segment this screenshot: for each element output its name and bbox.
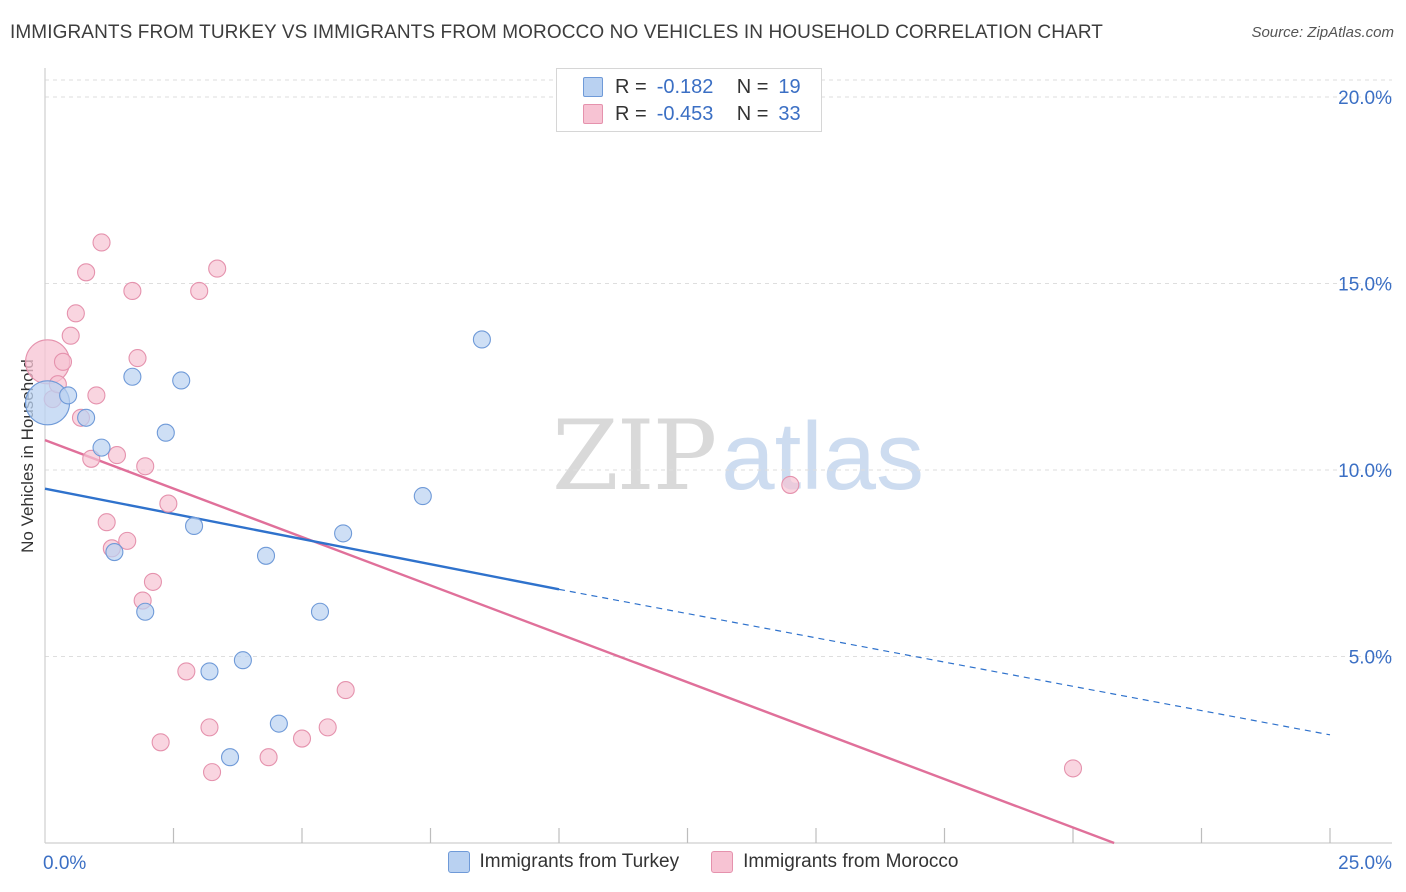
n-label: N = [736,75,769,98]
morocco-point [203,763,222,782]
morocco-point [143,572,162,591]
source-label: Source: ZipAtlas.com [1251,24,1394,41]
morocco-legend-swatch [711,851,734,873]
morocco-point [259,748,278,767]
turkey-swatch [583,77,603,97]
legend-label-morocco: Immigrants from Morocco [743,851,959,872]
turkey-point [256,546,276,565]
morocco-point [136,457,155,476]
watermark: ZIPatlas [552,400,924,512]
grid-lines [45,79,1392,657]
turkey-point [220,748,240,767]
turkey-point [136,602,155,621]
legend-item-morocco[interactable]: Immigrants from Morocco [711,851,958,873]
r-value: -0.453 [656,102,714,125]
series-legend: Immigrants from Turkey Immigrants from M… [0,851,1406,873]
morocco-point [781,475,800,494]
watermark-zip: ZIP [552,400,717,512]
morocco-point [159,494,178,513]
morocco-point [123,281,142,301]
watermark-atlas: atlas [721,403,924,510]
morocco-point [107,446,127,465]
x-tick-label-max: 25.0% [1338,853,1392,874]
morocco-point [97,513,116,532]
turkey-point [25,380,71,426]
n-label: N = [736,102,769,125]
r-label: R = [615,102,647,125]
r-label: R = [615,75,647,98]
y-tick-label: 15.0% [1338,275,1392,296]
morocco-point [128,349,147,368]
morocco-point [118,531,137,550]
morocco-point [77,263,96,282]
morocco-point [318,718,337,737]
morocco-point [92,233,111,252]
turkey-point [334,524,353,543]
turkey-point [123,367,142,386]
turkey-point [92,438,111,457]
morocco-trend-line [44,439,1115,845]
turkey-point [59,386,78,405]
morocco-point [61,326,80,345]
x-tick-label-min: 0.0% [43,853,86,874]
turkey-point [185,516,204,536]
morocco-point [208,259,227,278]
turkey-point [310,602,330,621]
turkey-point [105,543,124,562]
morocco-point [66,304,85,323]
morocco-swatch [583,104,603,124]
r-value: -0.182 [656,75,714,98]
turkey-point [233,651,252,670]
n-value: 19 [778,75,801,98]
tick-labels: 5.0% 10.0% 15.0% 20.0% 0.0% 25.0% [43,88,1392,874]
turkey-point [77,408,96,427]
axes [44,68,1392,844]
data-points [25,233,1083,782]
morocco-point [292,729,312,748]
stats-legend: R = -0.182 N = 19 R = -0.453 N = 33 [556,68,822,132]
turkey-point [172,371,191,390]
turkey-trend-line [44,487,560,591]
stats-legend-row-morocco: R = -0.453 N = 33 [583,101,801,127]
turkey-point [156,423,175,442]
turkey-trend-extension [558,588,1331,736]
y-tick-label: 20.0% [1338,88,1392,109]
morocco-point [200,718,219,737]
morocco-point [151,733,170,752]
morocco-point [82,449,101,468]
morocco-point [53,352,73,371]
y-tick-label: 5.0% [1349,648,1392,669]
turkey-point [200,662,219,681]
turkey-point [413,487,432,506]
stats-legend-row-turkey: R = -0.182 N = 19 [583,74,801,100]
morocco-point [190,281,209,301]
morocco-point [177,662,196,681]
trend-lines [44,439,1331,845]
y-tick-label: 10.0% [1338,461,1392,482]
morocco-point [87,386,106,405]
turkey-legend-swatch [447,851,470,873]
morocco-point [1063,759,1083,778]
chart-title: IMMIGRANTS FROM TURKEY VS IMMIGRANTS FRO… [10,22,1103,43]
morocco-point [336,681,355,700]
turkey-point [269,714,288,733]
n-value: 33 [778,102,801,125]
legend-label-turkey: Immigrants from Turkey [479,851,680,872]
legend-item-turkey[interactable]: Immigrants from Turkey [447,851,680,873]
turkey-point [472,330,491,349]
